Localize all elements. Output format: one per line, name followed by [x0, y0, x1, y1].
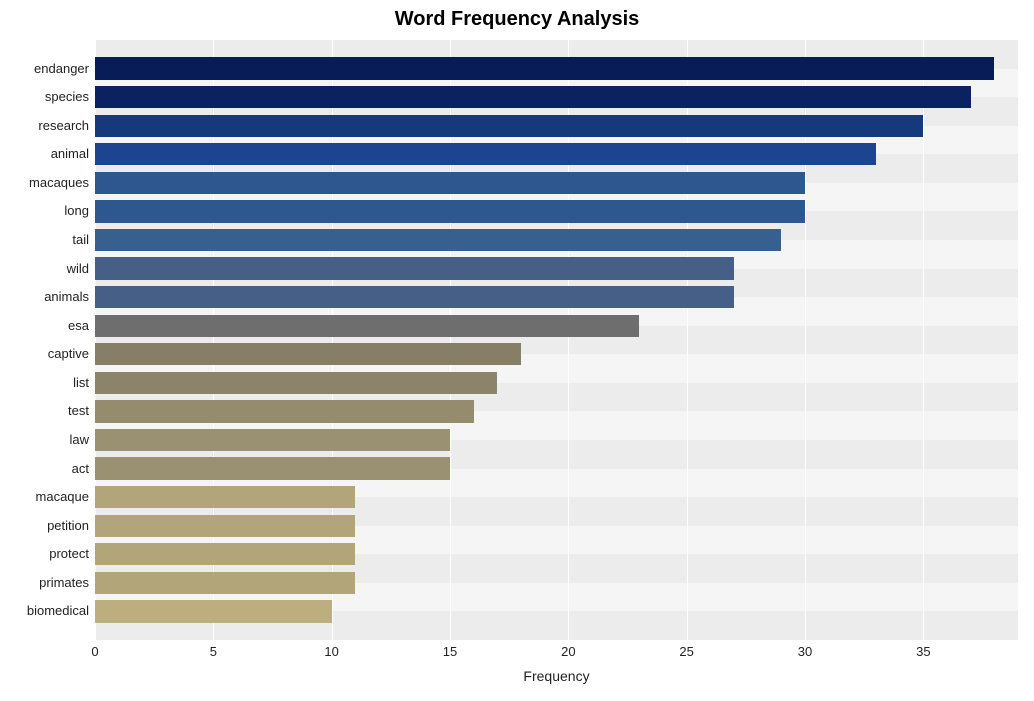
x-tick-label: 15 — [443, 644, 457, 659]
x-tick-label: 20 — [561, 644, 575, 659]
bar-row — [95, 457, 450, 479]
bar — [95, 457, 450, 479]
y-tick-label: esa — [0, 315, 89, 337]
y-tick-label: captive — [0, 343, 89, 365]
bar — [95, 543, 355, 565]
bar-row — [95, 572, 355, 594]
y-tick-label: list — [0, 372, 89, 394]
bar-row — [95, 372, 497, 394]
bar-row — [95, 486, 355, 508]
bar — [95, 600, 332, 622]
bar — [95, 286, 734, 308]
bar-row — [95, 86, 971, 108]
bar-row — [95, 315, 639, 337]
y-tick-label: research — [0, 115, 89, 137]
y-tick-label: test — [0, 400, 89, 422]
y-tick-label: long — [0, 200, 89, 222]
bar — [95, 400, 474, 422]
y-tick-label: tail — [0, 229, 89, 251]
x-axis-label: Frequency — [95, 668, 1018, 684]
bar — [95, 115, 923, 137]
y-tick-label: primates — [0, 572, 89, 594]
bar — [95, 143, 876, 165]
bar-row — [95, 143, 876, 165]
bar — [95, 315, 639, 337]
y-tick-label: act — [0, 458, 89, 480]
y-tick-label: law — [0, 429, 89, 451]
bar-row — [95, 429, 450, 451]
bar-row — [95, 400, 474, 422]
bar — [95, 429, 450, 451]
bar-row — [95, 57, 994, 79]
bar-row — [95, 343, 521, 365]
bar — [95, 57, 994, 79]
x-tick-label: 0 — [91, 644, 98, 659]
bar — [95, 515, 355, 537]
bar-row — [95, 229, 781, 251]
bar-row — [95, 172, 805, 194]
bar — [95, 229, 781, 251]
bar-row — [95, 286, 734, 308]
x-tick-label: 10 — [324, 644, 338, 659]
y-tick-label: endanger — [0, 58, 89, 80]
y-tick-label: macaque — [0, 486, 89, 508]
x-tick-label: 25 — [679, 644, 693, 659]
y-tick-label: wild — [0, 258, 89, 280]
bar — [95, 572, 355, 594]
y-tick-label: macaques — [0, 172, 89, 194]
chart-title: Word Frequency Analysis — [0, 8, 1034, 31]
y-tick-label: protect — [0, 543, 89, 565]
y-tick-label: species — [0, 86, 89, 108]
chart-container: Word Frequency Analysis Frequency endang… — [0, 0, 1034, 701]
x-tick-label: 35 — [916, 644, 930, 659]
y-tick-label: petition — [0, 515, 89, 537]
y-tick-label: animals — [0, 286, 89, 308]
bar-row — [95, 257, 734, 279]
bar-row — [95, 600, 332, 622]
bar — [95, 372, 497, 394]
x-tick-label: 30 — [798, 644, 812, 659]
bar — [95, 200, 805, 222]
y-tick-label: animal — [0, 143, 89, 165]
plot-area — [95, 40, 1018, 640]
bar — [95, 86, 971, 108]
bar — [95, 257, 734, 279]
bar — [95, 486, 355, 508]
y-tick-label: biomedical — [0, 600, 89, 622]
x-tick-label: 5 — [210, 644, 217, 659]
grid-vline — [923, 40, 924, 640]
bar-row — [95, 515, 355, 537]
bar-row — [95, 115, 923, 137]
bar-row — [95, 543, 355, 565]
bar-row — [95, 200, 805, 222]
bar — [95, 343, 521, 365]
bar — [95, 172, 805, 194]
